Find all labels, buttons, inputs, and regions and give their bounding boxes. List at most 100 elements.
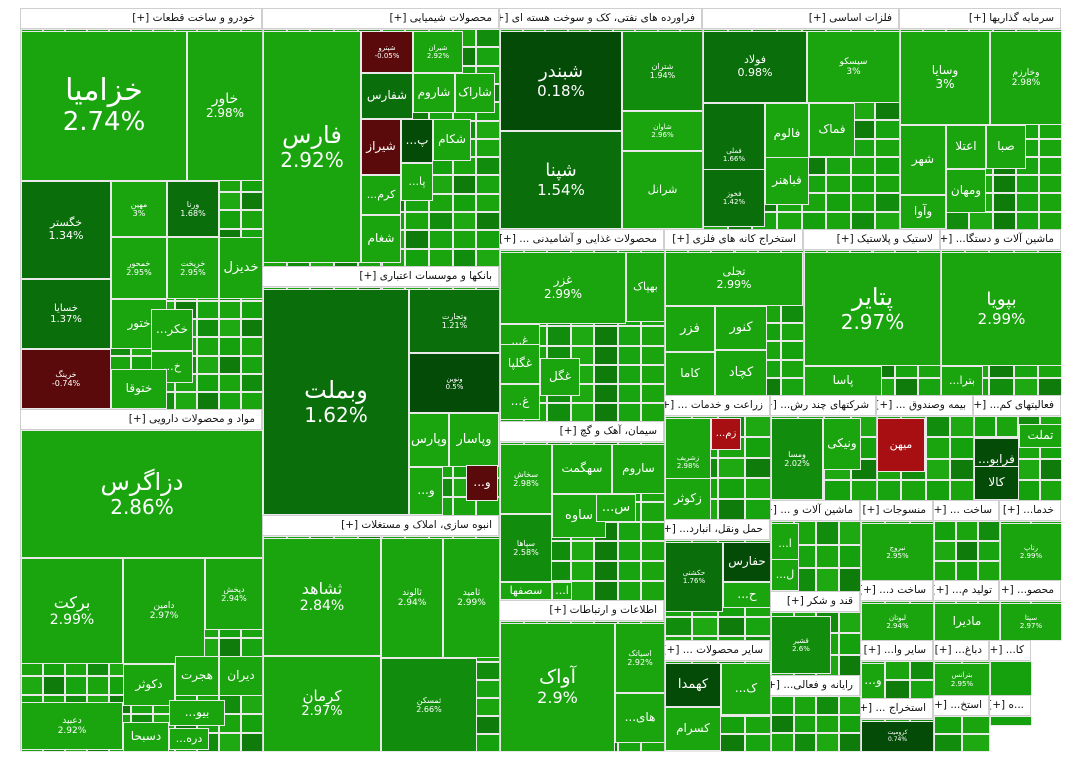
stock-tile-minor[interactable] xyxy=(241,301,263,320)
stock-tile-minor[interactable] xyxy=(934,716,962,734)
stock-tile[interactable]: ومهان xyxy=(946,169,986,213)
stock-tile-minor[interactable] xyxy=(1038,156,1062,176)
sector-title[interactable]: لاستیک و پلاستیک [+] xyxy=(804,230,939,250)
sector-title[interactable]: رایانه و فعالی... [+] xyxy=(771,676,859,696)
stock-tile-minor[interactable] xyxy=(641,326,665,346)
stock-tile-minor[interactable] xyxy=(428,193,453,213)
stock-tile-minor[interactable] xyxy=(641,521,665,542)
stock-tile-minor[interactable] xyxy=(925,437,950,459)
stock-tile-minor[interactable] xyxy=(934,541,956,561)
stock-tile[interactable]: خمحور 2.95% xyxy=(111,237,167,299)
stock-tile-minor[interactable] xyxy=(197,319,219,338)
sector-block[interactable]: دباغ... [+] بترانس 2.95% xyxy=(933,640,990,696)
sector-title[interactable]: فعالیتهای کم... [+] xyxy=(974,396,1060,416)
stock-tile-minor[interactable] xyxy=(875,211,900,230)
stock-tile-minor[interactable] xyxy=(1038,193,1062,212)
stock-tile-minor[interactable] xyxy=(744,457,771,479)
stock-tile-minor[interactable] xyxy=(875,156,900,176)
stock-tile-minor[interactable] xyxy=(594,345,618,365)
stock-tile-minor[interactable] xyxy=(175,391,197,410)
stock-tile[interactable]: بهپاک xyxy=(626,252,665,322)
stock-tile-minor[interactable] xyxy=(241,733,263,752)
stock-tile-minor[interactable] xyxy=(641,383,665,403)
stock-tile-minor[interactable] xyxy=(570,402,595,422)
stock-tile-minor[interactable] xyxy=(780,323,804,342)
sector-title[interactable]: خودرو و ساخت قطعات [+] xyxy=(21,9,261,29)
stock-tile-minor[interactable] xyxy=(476,212,500,231)
sector-title[interactable]: محصولات غذایی و آشامیدنی ... [+] xyxy=(500,230,663,250)
stock-tile[interactable]: ...بیو xyxy=(169,700,225,726)
stock-tile[interactable]: ساروم xyxy=(612,444,665,494)
stock-tile-minor[interactable] xyxy=(934,561,956,581)
stock-tile-minor[interactable] xyxy=(241,355,263,374)
stock-tile[interactable]: شیران 2.92% xyxy=(413,31,463,73)
sector-title[interactable]: محصو... [+] xyxy=(1000,581,1060,601)
stock-tile[interactable]: فماک xyxy=(809,103,855,157)
stock-tile-minor[interactable] xyxy=(219,319,241,338)
stock-tile-minor[interactable] xyxy=(241,319,263,338)
sector-block[interactable]: بیمه وصندوق ... [+] میهن xyxy=(876,395,974,501)
stock-tile-minor[interactable] xyxy=(452,230,477,249)
stock-tile-minor[interactable] xyxy=(594,326,618,346)
stock-tile[interactable]: فباهنر xyxy=(765,157,809,205)
stock-tile-minor[interactable] xyxy=(744,416,771,437)
stock-tile-minor[interactable] xyxy=(1015,211,1039,230)
stock-tile[interactable]: شهر xyxy=(900,125,946,195)
sector-block[interactable]: لاستیک و پلاستیک [+] پتایر 2.97% پاسا xyxy=(803,229,941,396)
sector-title[interactable]: قند و شکر [+] xyxy=(771,592,859,612)
stock-tile[interactable]: تجلی 2.99% xyxy=(665,252,803,306)
sector-title[interactable]: سرمایه گذاریها [+] xyxy=(900,9,1060,29)
stock-tile[interactable]: کالا xyxy=(974,466,1019,500)
stock-tile-minor[interactable] xyxy=(547,326,571,346)
stock-tile[interactable]: میهن xyxy=(877,418,925,472)
stock-tile-minor[interactable] xyxy=(962,734,990,752)
stock-tile-minor[interactable] xyxy=(219,337,241,356)
stock-tile-minor[interactable] xyxy=(816,544,839,569)
stock-tile[interactable]: حکشتی 1.76% xyxy=(665,542,723,612)
stock-tile[interactable]: ...س xyxy=(596,494,636,522)
stock-tile[interactable]: ...غ xyxy=(500,384,540,420)
stock-tile-minor[interactable] xyxy=(219,210,241,229)
stock-tile-minor[interactable] xyxy=(641,541,665,562)
sector-block[interactable]: بانکها و موسسات اعتباری [+] وبملت 1.62% وتج… xyxy=(262,266,500,516)
sector-block[interactable]: محصولات غذایی و آشامیدنی ... [+] غزر 2.99%… xyxy=(499,229,665,422)
stock-tile-minor[interactable] xyxy=(978,561,1000,581)
stock-tile-minor[interactable] xyxy=(641,561,665,582)
stock-tile-minor[interactable] xyxy=(617,326,642,346)
stock-tile[interactable]: خاور 2.98% xyxy=(187,31,263,181)
stock-tile-minor[interactable] xyxy=(909,661,934,680)
stock-tile[interactable]: ...ل xyxy=(771,559,799,591)
stock-tile-minor[interactable] xyxy=(838,714,861,734)
stock-tile-minor[interactable] xyxy=(197,301,219,320)
stock-tile-minor[interactable] xyxy=(793,714,816,734)
stock-tile-minor[interactable] xyxy=(21,676,43,696)
stock-tile[interactable]: فارس 2.92% xyxy=(263,31,361,263)
stock-tile[interactable]: شاراک xyxy=(455,73,495,113)
stock-tile[interactable]: بپویا 2.99% xyxy=(941,252,1062,366)
stock-tile-minor[interactable] xyxy=(641,581,665,601)
stock-tile-minor[interactable] xyxy=(241,210,263,229)
stock-tile[interactable]: دپخش 2.94% xyxy=(205,558,263,630)
sector-block[interactable]: محصو... [+] سپتا 2.97% xyxy=(999,580,1062,641)
stock-tile-minor[interactable] xyxy=(405,212,429,231)
sector-title[interactable]: خدما... [+] xyxy=(1000,501,1060,521)
stock-tile-minor[interactable] xyxy=(452,175,477,194)
stock-tile-minor[interactable] xyxy=(1018,458,1040,480)
stock-tile[interactable]: خدیزل xyxy=(219,237,263,299)
sector-title[interactable]: سایر محصولات ... [+] xyxy=(665,641,769,661)
stock-tile-minor[interactable] xyxy=(875,175,900,194)
stock-tile-minor[interactable] xyxy=(826,211,851,230)
stock-tile-minor[interactable] xyxy=(241,714,263,734)
stock-tile[interactable]: شغام xyxy=(361,215,401,263)
stock-tile-minor[interactable] xyxy=(594,402,618,422)
stock-tile-minor[interactable] xyxy=(1015,175,1039,194)
sector-block[interactable]: سیمان، آهک و گچ [+] سخاش 2.98% سهگمت ساروم سپ… xyxy=(499,421,665,601)
stock-tile-minor[interactable] xyxy=(801,211,827,230)
sector-block[interactable]: ساخت ... [+] xyxy=(933,500,1000,581)
sector-block[interactable]: استخراج ... [+] کرومیت 0.74% xyxy=(860,698,934,752)
stock-tile-minor[interactable] xyxy=(452,248,477,267)
stock-tile-minor[interactable] xyxy=(476,698,500,716)
stock-tile[interactable]: کهمدا xyxy=(665,663,721,707)
stock-tile-minor[interactable] xyxy=(826,193,851,212)
stock-tile-minor[interactable] xyxy=(405,230,429,249)
